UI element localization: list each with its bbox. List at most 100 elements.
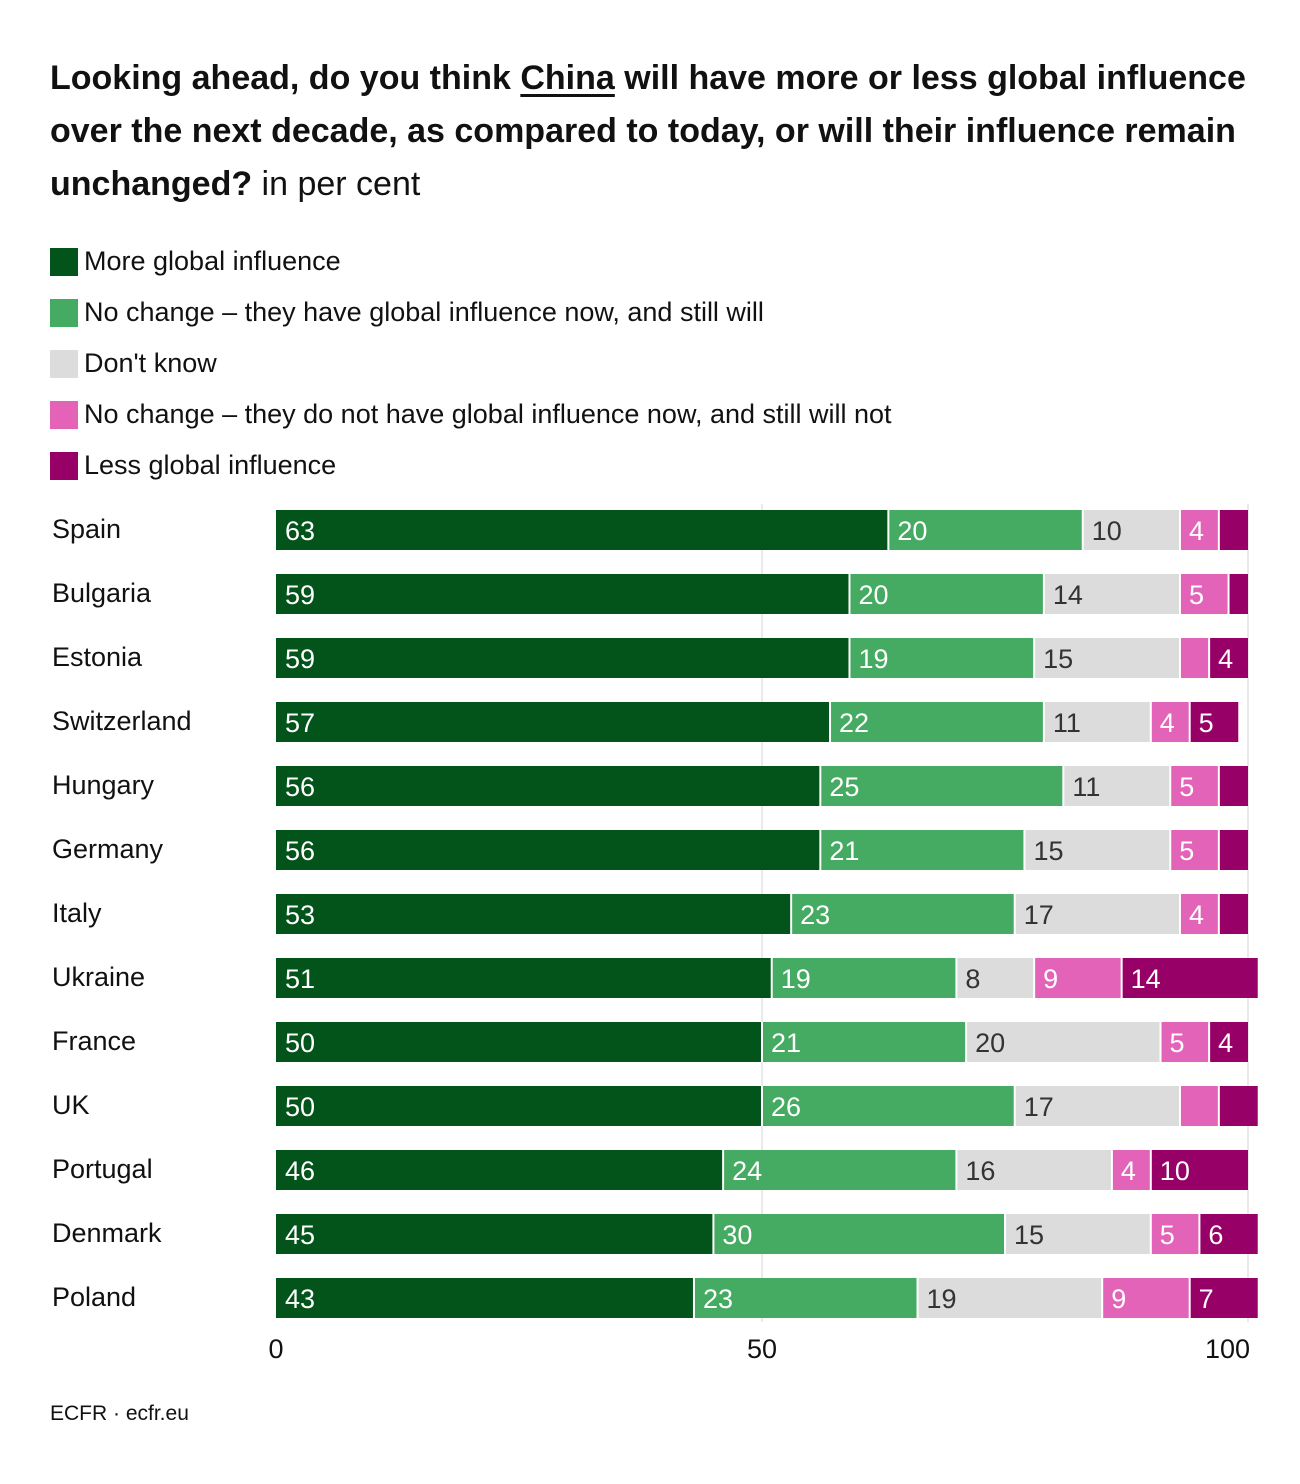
bar-segment <box>1043 702 1151 742</box>
bar-segment <box>276 638 850 678</box>
chart-legend: More global influence No change – they ha… <box>50 236 892 491</box>
data-label: 50 <box>285 1092 315 1122</box>
bar-segment <box>1199 1214 1258 1254</box>
bar-segment <box>1034 958 1122 998</box>
data-label: 21 <box>829 836 859 866</box>
bar-segment <box>1043 574 1180 614</box>
legend-label: Less global influence <box>84 450 337 480</box>
bar-segment <box>849 638 1035 678</box>
data-label: 9 <box>1111 1284 1126 1314</box>
bar-segment <box>276 574 850 614</box>
bar-segment <box>917 1278 1103 1318</box>
bar-segment <box>1121 958 1258 998</box>
data-label: 57 <box>285 708 315 738</box>
legend-label: More global influence <box>84 246 341 276</box>
category-label: UK <box>52 1090 90 1120</box>
category-label: Bulgaria <box>52 578 152 608</box>
bar-segment <box>1160 1022 1210 1062</box>
bar-segment <box>276 1086 762 1126</box>
data-label: 5 <box>1199 708 1214 738</box>
bar-segment <box>1150 1150 1248 1190</box>
data-label: 21 <box>771 1028 801 1058</box>
data-label: 19 <box>927 1284 957 1314</box>
category-label: Portugal <box>52 1154 153 1184</box>
data-label: 15 <box>1014 1220 1044 1250</box>
category-label: Denmark <box>52 1218 162 1248</box>
data-label: 46 <box>285 1156 315 1186</box>
data-label: 6 <box>1208 1220 1223 1250</box>
legend-swatch <box>50 247 78 276</box>
data-label: 15 <box>1033 836 1063 866</box>
bar-segment <box>276 894 792 934</box>
category-label: Ukraine <box>52 962 145 992</box>
bar-segment <box>1179 510 1219 550</box>
bar-segment <box>1014 894 1180 934</box>
bar-segment <box>956 1150 1112 1190</box>
bar-segment <box>723 1150 957 1190</box>
data-label: 5 <box>1170 1028 1185 1058</box>
data-label: 56 <box>285 772 315 802</box>
data-label: 4 <box>1218 644 1233 674</box>
bar-segment <box>1170 830 1219 870</box>
bar-segment <box>1102 1278 1190 1318</box>
title-prefix: Looking ahead, do you think <box>50 59 521 97</box>
bar-segment <box>762 1086 1015 1126</box>
data-label: 63 <box>285 516 315 546</box>
bar-segment <box>1014 1086 1180 1126</box>
legend-label: No change – they do not have global infl… <box>84 399 892 429</box>
legend-label: No change – they have global influence n… <box>84 297 764 327</box>
data-label: 43 <box>285 1284 315 1314</box>
data-label: 5 <box>1160 1220 1175 1250</box>
data-label: 45 <box>285 1220 315 1250</box>
data-label: 17 <box>1024 1092 1054 1122</box>
legend-item: More global influence <box>50 236 892 287</box>
bar-segment <box>1024 830 1171 870</box>
bar-segment <box>276 766 821 806</box>
bar-segment <box>276 1022 762 1062</box>
bar-segment <box>1034 638 1180 678</box>
data-label: 4 <box>1189 516 1204 546</box>
data-label: 19 <box>781 964 811 994</box>
bar-segment <box>820 766 1064 806</box>
bar-segment <box>1218 1086 1258 1126</box>
legend-item: No change – they have global influence n… <box>50 287 892 338</box>
data-label: 4 <box>1189 900 1204 930</box>
category-label: Hungary <box>52 770 155 800</box>
bar-segment <box>1150 702 1190 742</box>
bar-segment <box>820 830 1025 870</box>
data-label: 30 <box>722 1220 752 1250</box>
data-label: 59 <box>285 644 315 674</box>
data-label: 51 <box>285 964 315 994</box>
bar-segment <box>1218 766 1248 806</box>
data-label: 5 <box>1179 772 1194 802</box>
category-label: Estonia <box>52 642 143 672</box>
data-label: 59 <box>285 580 315 610</box>
data-label: 20 <box>897 516 927 546</box>
data-label: 19 <box>858 644 888 674</box>
category-label: Poland <box>52 1282 136 1312</box>
category-label: France <box>52 1026 136 1056</box>
data-label: 7 <box>1199 1284 1214 1314</box>
bar-segment <box>1179 1086 1219 1126</box>
data-label: 26 <box>771 1092 801 1122</box>
x-tick-label: 100 <box>1205 1334 1250 1364</box>
category-label: Spain <box>52 514 121 544</box>
legend-label: Don't know <box>84 348 217 378</box>
data-label: 9 <box>1043 964 1058 994</box>
data-label: 24 <box>732 1156 762 1186</box>
data-label: 14 <box>1131 964 1161 994</box>
bar-segment <box>1179 574 1229 614</box>
chart-title: Looking ahead, do you think China will h… <box>50 52 1250 211</box>
data-label: 50 <box>285 1028 315 1058</box>
bar-segment <box>762 1022 967 1062</box>
bar-segment <box>791 894 1015 934</box>
x-tick-label: 0 <box>268 1334 283 1364</box>
bar-segment <box>276 1214 714 1254</box>
data-label: 20 <box>975 1028 1005 1058</box>
bar-segment <box>1218 510 1248 550</box>
bar-segment <box>276 1278 694 1318</box>
bar-segment <box>1209 1022 1248 1062</box>
bar-segment <box>1218 830 1248 870</box>
bar-segment <box>1179 638 1210 678</box>
